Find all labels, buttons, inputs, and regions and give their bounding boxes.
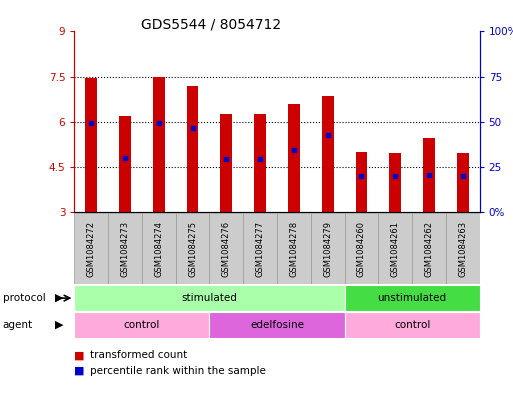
- Text: unstimulated: unstimulated: [378, 293, 447, 303]
- Text: ▶: ▶: [55, 320, 63, 330]
- Bar: [74, 312, 209, 338]
- Text: GSM1084276: GSM1084276: [222, 221, 231, 277]
- Bar: [74, 213, 108, 284]
- Bar: [74, 285, 345, 311]
- Text: GSM1084275: GSM1084275: [188, 221, 197, 277]
- Text: protocol: protocol: [3, 293, 45, 303]
- Text: ▶: ▶: [55, 293, 63, 303]
- Bar: [187, 86, 199, 212]
- Bar: [221, 114, 232, 212]
- Bar: [108, 213, 142, 284]
- Text: control: control: [394, 320, 430, 330]
- Bar: [288, 104, 300, 212]
- Text: ■: ■: [74, 350, 85, 360]
- Bar: [153, 77, 165, 212]
- Bar: [209, 213, 243, 284]
- Bar: [254, 114, 266, 212]
- Bar: [175, 213, 209, 284]
- Text: stimulated: stimulated: [182, 293, 238, 303]
- Text: GSM1084273: GSM1084273: [121, 221, 130, 277]
- Text: GSM1084272: GSM1084272: [87, 221, 96, 277]
- Text: ■: ■: [74, 366, 85, 376]
- Text: GSM1084260: GSM1084260: [357, 221, 366, 277]
- Bar: [119, 116, 131, 212]
- Text: edelfosine: edelfosine: [250, 320, 304, 330]
- Text: transformed count: transformed count: [90, 350, 187, 360]
- Bar: [322, 96, 333, 212]
- Text: agent: agent: [3, 320, 33, 330]
- Bar: [379, 213, 412, 284]
- Text: GSM1084279: GSM1084279: [323, 221, 332, 277]
- Bar: [243, 213, 277, 284]
- Bar: [389, 153, 401, 212]
- Bar: [142, 213, 175, 284]
- Text: GSM1084277: GSM1084277: [255, 221, 265, 277]
- Text: percentile rank within the sample: percentile rank within the sample: [90, 366, 266, 376]
- Bar: [345, 312, 480, 338]
- Text: control: control: [124, 320, 160, 330]
- Bar: [345, 213, 378, 284]
- Text: GSM1084262: GSM1084262: [424, 221, 433, 277]
- Bar: [412, 213, 446, 284]
- Bar: [446, 213, 480, 284]
- Bar: [423, 138, 435, 212]
- Bar: [209, 312, 345, 338]
- Bar: [356, 152, 367, 212]
- Text: GSM1084278: GSM1084278: [289, 221, 299, 277]
- Bar: [345, 285, 480, 311]
- Bar: [311, 213, 345, 284]
- Bar: [277, 213, 311, 284]
- Bar: [457, 153, 469, 212]
- Text: GSM1084263: GSM1084263: [458, 221, 467, 277]
- Bar: [85, 78, 97, 212]
- Text: GSM1084274: GSM1084274: [154, 221, 163, 277]
- Text: GSM1084261: GSM1084261: [391, 221, 400, 277]
- Text: GDS5544 / 8054712: GDS5544 / 8054712: [141, 18, 281, 32]
